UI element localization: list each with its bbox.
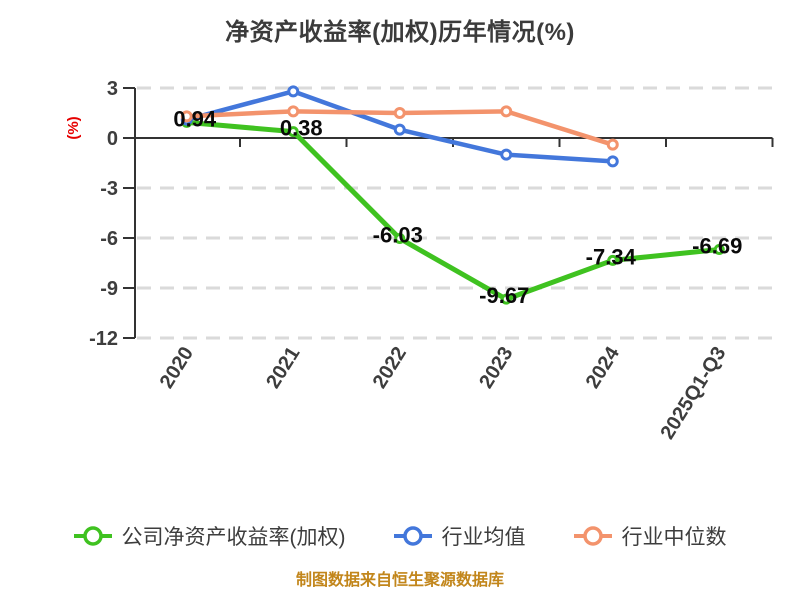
chart-title: 净资产收益率(加权)历年情况(%) (225, 19, 575, 46)
data-point-label: -7.34 (586, 244, 637, 269)
y-tick-label: -3 (100, 178, 118, 200)
y-tick-label: 3 (107, 78, 118, 100)
legend-marker-icon (393, 526, 432, 546)
data-point-series-2 (287, 105, 300, 118)
legend-marker-icon (73, 526, 112, 546)
x-tick-label: 2021 (262, 343, 304, 392)
y-tick-label: -6 (100, 228, 118, 250)
data-point-series-2 (606, 138, 619, 151)
legend-dot (582, 526, 603, 546)
data-point-series-0 (287, 126, 299, 138)
legend-marker-icon (573, 526, 612, 546)
data-point-series-1 (500, 148, 513, 161)
x-tick-label: 2022 (369, 343, 411, 392)
legend-item-1[interactable]: 行业均值 (393, 521, 526, 551)
data-point-series-0 (713, 244, 725, 255)
x-tick-label: 2023 (475, 343, 517, 392)
legend-item-label: 行业均值 (441, 526, 526, 549)
data-point-series-2 (393, 107, 406, 119)
data-point-label: -6.03 (373, 223, 423, 248)
data-source-note: 制图数据来自恒生聚源数据库 (295, 572, 504, 589)
data-point-series-0 (500, 293, 512, 305)
legend-item-label: 行业中位数 (621, 526, 727, 549)
legend-item-2[interactable]: 行业中位数 (573, 521, 727, 551)
data-point-series-1 (287, 85, 300, 98)
y-tick-label: -9 (100, 278, 118, 300)
data-point-series-0 (394, 233, 406, 244)
data-point-series-2 (180, 110, 193, 123)
y-tick-label: 0 (107, 128, 118, 150)
data-point-label: -6.69 (692, 234, 742, 259)
data-point-series-2 (500, 105, 513, 118)
data-point-series-1 (606, 155, 619, 168)
y-tick-label: -12 (89, 328, 118, 350)
data-point-label: -9.67 (479, 283, 529, 308)
chart-legend: 公司净资产收益率(加权) 行业均值 行业中位数 (0, 518, 800, 554)
data-point-series-1 (393, 123, 406, 136)
series-line-0 (184, 119, 722, 302)
legend-item-label: 公司净资产收益率(加权) (121, 526, 346, 549)
x-tick-label: 2025Q1-Q3 (656, 343, 730, 443)
legend-dot (402, 526, 423, 546)
x-tick-label: 2020 (156, 343, 198, 392)
x-tick-label: 2024 (582, 342, 625, 392)
legend-dot (82, 526, 103, 546)
data-point-series-0 (607, 254, 619, 266)
legend-item-0[interactable]: 公司净资产收益率(加权) (73, 521, 346, 551)
y-axis-unit-label: (%) (65, 116, 82, 139)
data-point-label: 0.38 (280, 116, 323, 141)
data-point-label: 0.94 (173, 106, 217, 131)
